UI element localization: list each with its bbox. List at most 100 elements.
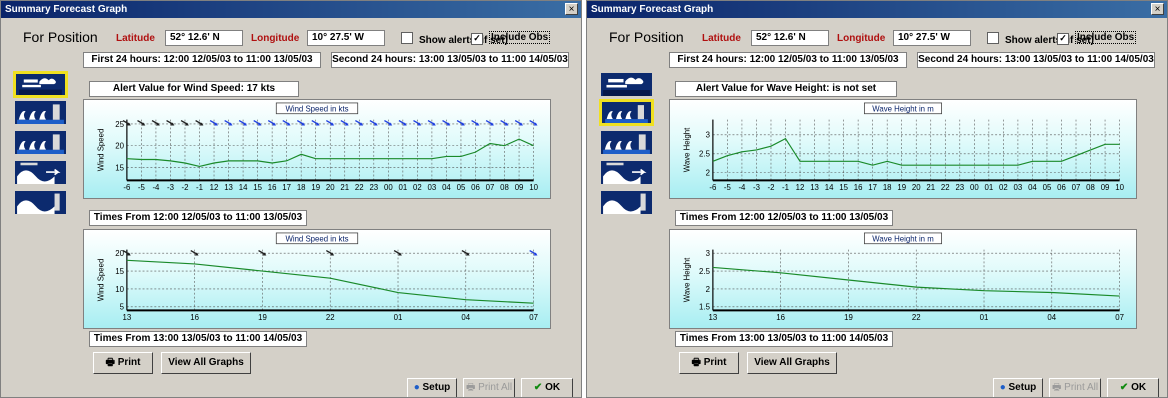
sea-height-icon[interactable] [599, 189, 654, 216]
checkmark-icon: ✔ [533, 382, 546, 393]
wind-arrow [514, 119, 523, 126]
wind-arrow [190, 249, 199, 256]
wind-arrow-head [243, 122, 247, 126]
latitude-field[interactable]: 52° 12.6' N [751, 30, 829, 46]
show-alerts-checkbox[interactable]: Show alerts (if set) [987, 32, 1094, 46]
include-obs-checkbox[interactable]: ✓ Include Obs [471, 31, 551, 45]
wind-arrow-head [465, 252, 470, 256]
view-all-graphs-button[interactable]: View All Graphs [161, 352, 251, 374]
wind-arrow [267, 119, 277, 126]
x-tick-label: 22 [912, 313, 921, 322]
wave-icon[interactable] [13, 99, 68, 126]
first-24-hours-label: First 24 hours: 12:00 12/05/03 to 11:00 … [669, 52, 907, 68]
x-tick-label: 04 [442, 183, 451, 192]
x-tick-label: 19 [258, 313, 267, 322]
y-tick-label: 5 [120, 303, 125, 312]
wind-icon[interactable] [599, 71, 654, 98]
for-position-label: For Position [23, 29, 98, 45]
x-tick-label: 22 [326, 313, 335, 322]
x-tick-label: 01 [394, 313, 403, 322]
wind-arrow-head [301, 122, 306, 126]
wind-arrow-head [330, 122, 335, 126]
x-tick-label: 03 [428, 183, 437, 192]
y-tick-label: 20 [115, 249, 124, 258]
x-tick-label: 16 [268, 183, 277, 192]
chart-title: Wind Speed in kts [285, 234, 348, 243]
times-from-label-2: Times From 13:00 13/05/03 to 11:00 14/05… [89, 331, 307, 347]
checkbox-box [987, 32, 999, 44]
swell-direction-icon[interactable] [13, 159, 68, 186]
chart-svg: Wave Height in m 1.5 2 2.5 3 13 16 19 22 01 04 07 Wa… [682, 232, 1124, 322]
second-24-hours-label: Second 24 hours: 13:00 13/05/03 to 11:00… [917, 52, 1155, 68]
x-tick-label: 06 [1057, 183, 1066, 192]
x-tick-label: 23 [369, 183, 378, 192]
include-obs-checkbox[interactable]: ✓ Include Obs [1057, 31, 1137, 45]
wind-arrow [253, 119, 262, 126]
close-button[interactable]: × [565, 3, 578, 15]
chart-title: Wind Speed in kts [285, 104, 348, 113]
wind-arrow [461, 249, 470, 256]
wind-icon[interactable] [13, 71, 68, 98]
wave-icon[interactable] [599, 99, 654, 126]
wind-arrow [137, 119, 146, 126]
wind-arrow [122, 249, 131, 256]
wave-height-chart-first-24: Wave Height in m 2 2.5 3 -6 -5 -4 -3 -2 -1 12 13 14 1… [669, 99, 1137, 199]
x-tick-label: -3 [167, 183, 175, 192]
swell-direction-icon[interactable] [599, 159, 654, 186]
print-all-button[interactable]: 🖶 Print All [1049, 378, 1101, 397]
wind-arrow [529, 119, 538, 126]
latitude-field[interactable]: 52° 12.6' N [165, 30, 243, 46]
alert-value-label: Alert Value for Wind Speed: 17 kts [89, 81, 299, 97]
wind-arrow [180, 119, 189, 126]
series-line [126, 259, 534, 304]
chart-title-box [863, 232, 943, 245]
wind-arrow-head [126, 122, 131, 126]
view-all-graphs-button[interactable]: View All Graphs [747, 352, 837, 374]
wind-arrow-head [257, 122, 262, 126]
y-axis-label: Wave Height [682, 127, 691, 172]
y-tick-label: 2.5 [699, 267, 711, 276]
print-all-label: Print All [478, 382, 513, 393]
close-button[interactable]: × [1151, 3, 1164, 15]
x-tick-label: 02 [413, 183, 422, 192]
latitude-label: Latitude [702, 33, 741, 44]
ok-button[interactable]: ✔ OK [1107, 378, 1159, 397]
times-from-label-1: Times From 12:00 12/05/03 to 11:00 13/05… [675, 210, 893, 226]
x-tick-label: -2 [767, 183, 774, 192]
ok-button[interactable]: ✔ OK [521, 378, 573, 397]
x-tick-label: 01 [398, 183, 407, 192]
times-from-label-1: Times From 12:00 12/05/03 to 11:00 13/05… [89, 210, 307, 226]
wind-arrow-head [446, 122, 451, 126]
print-button[interactable]: 🖶 Print [679, 352, 739, 374]
print-all-button[interactable]: 🖶 Print All [463, 378, 515, 397]
wind-arrow [311, 119, 320, 126]
x-tick-label: 18 [297, 183, 306, 192]
swell-icon[interactable] [599, 129, 654, 156]
wind-arrow [442, 119, 451, 126]
setup-button[interactable]: ● Setup [993, 378, 1043, 397]
wind-arrow-head [417, 122, 422, 126]
x-tick-label: 16 [854, 183, 863, 192]
wind-arrow-head [431, 122, 436, 126]
sea-height-icon[interactable] [13, 189, 68, 216]
show-alerts-checkbox[interactable]: Show alerts (if set) [401, 32, 508, 46]
x-tick-label: 05 [457, 183, 466, 192]
swell-icon[interactable] [13, 129, 68, 156]
x-tick-label: 19 [897, 183, 906, 192]
forecast-window-wave: Summary Forecast Graph × For Position La… [586, 0, 1168, 398]
y-tick-label: 1.5 [699, 303, 711, 312]
x-tick-label: 03 [1014, 183, 1023, 192]
checkmark-icon: ✔ [1119, 382, 1132, 393]
setup-button[interactable]: ● Setup [407, 378, 457, 397]
longitude-field[interactable]: 10° 27.5' W [307, 30, 385, 46]
x-tick-label: 15 [839, 183, 848, 192]
longitude-field[interactable]: 10° 27.5' W [893, 30, 971, 46]
print-button[interactable]: 🖶 Print [93, 352, 153, 374]
x-tick-label: 20 [912, 183, 921, 192]
wind-speed-chart-second-24: Wind Speed in kts 5 10 15 20 13 16 19 22 01 04 07 Wi… [83, 229, 551, 329]
window-title: Summary Forecast Graph [1, 1, 581, 18]
wind-arrow [529, 249, 538, 256]
series-line [126, 138, 534, 168]
x-tick-label: 08 [500, 183, 509, 192]
x-tick-label: 20 [326, 183, 335, 192]
